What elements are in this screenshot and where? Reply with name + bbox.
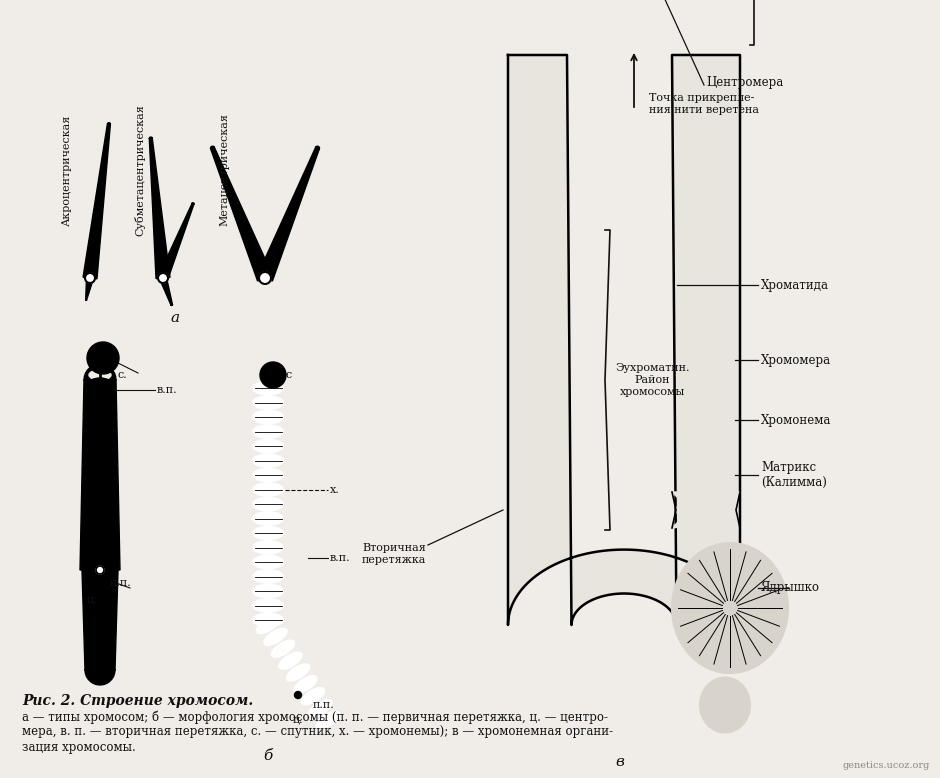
Ellipse shape (272, 640, 294, 657)
Text: в: в (616, 755, 624, 769)
Text: а — типы хромосом; б — морфология хромосомы (п. п. — первичная перетяжка, ц. — ц: а — типы хромосом; б — морфология хромос… (22, 710, 613, 754)
Text: Центромера: Центромера (706, 75, 783, 89)
Ellipse shape (253, 411, 283, 423)
Ellipse shape (279, 652, 302, 669)
Ellipse shape (253, 584, 283, 598)
Ellipse shape (253, 483, 283, 496)
Ellipse shape (302, 688, 324, 705)
Text: Вторичная
перетяжка: Вторичная перетяжка (362, 543, 426, 565)
Polygon shape (82, 570, 118, 685)
Circle shape (259, 272, 271, 284)
Text: п.п.: п.п. (313, 700, 335, 710)
Text: Хромонема: Хромонема (761, 413, 831, 426)
Polygon shape (508, 55, 740, 625)
Text: в.п.: в.п. (157, 385, 178, 395)
Circle shape (260, 362, 286, 388)
Polygon shape (160, 277, 172, 306)
Polygon shape (258, 146, 320, 281)
Text: а: а (170, 311, 180, 325)
Text: Точка прикрепле-
ния нити веретена: Точка прикрепле- ния нити веретена (649, 93, 759, 115)
Ellipse shape (253, 497, 283, 510)
Text: Субметацентрическая: Субметацентрическая (134, 104, 146, 236)
Polygon shape (149, 137, 170, 279)
Text: Рис. 2. Строение хромосом.: Рис. 2. Строение хромосом. (22, 694, 253, 708)
Circle shape (96, 566, 104, 574)
Text: Хромомера: Хромомера (761, 353, 831, 366)
Ellipse shape (700, 678, 750, 733)
Text: в.п.: в.п. (330, 553, 351, 563)
Text: Хроматида: Хроматида (761, 279, 829, 292)
Ellipse shape (287, 664, 309, 681)
Polygon shape (158, 203, 194, 280)
Ellipse shape (257, 617, 279, 633)
Polygon shape (672, 492, 740, 528)
Ellipse shape (89, 370, 111, 380)
Ellipse shape (253, 570, 283, 583)
Polygon shape (83, 123, 110, 279)
Ellipse shape (672, 543, 788, 673)
Ellipse shape (309, 699, 332, 717)
Circle shape (85, 273, 95, 283)
Ellipse shape (253, 454, 283, 467)
Ellipse shape (253, 555, 283, 569)
Ellipse shape (87, 378, 113, 392)
Ellipse shape (253, 541, 283, 554)
Circle shape (158, 273, 168, 283)
Text: Акроцентрическая: Акроцентрическая (62, 114, 72, 226)
Text: genetics.ucoz.org: genetics.ucoz.org (842, 761, 930, 770)
Polygon shape (211, 146, 273, 281)
Ellipse shape (253, 440, 283, 453)
Polygon shape (86, 278, 93, 300)
Ellipse shape (264, 629, 287, 645)
Text: Эухроматин.
Район
хромосомы: Эухроматин. Район хромосомы (615, 363, 690, 397)
Text: б: б (263, 749, 273, 763)
Text: с.: с. (118, 370, 128, 380)
Circle shape (294, 692, 302, 699)
Polygon shape (86, 240, 98, 279)
Ellipse shape (253, 425, 283, 438)
Text: Метацентрическая: Метацентрическая (219, 114, 229, 226)
Ellipse shape (253, 512, 283, 525)
Ellipse shape (253, 527, 283, 539)
Ellipse shape (253, 381, 283, 394)
Ellipse shape (253, 599, 283, 612)
Ellipse shape (253, 468, 283, 482)
Polygon shape (80, 364, 120, 570)
Ellipse shape (253, 614, 283, 626)
Ellipse shape (253, 396, 283, 409)
Text: с: с (286, 370, 292, 380)
Text: Матрикс
(Калимма): Матрикс (Калимма) (761, 461, 827, 489)
Text: ц.: ц. (292, 715, 304, 725)
Text: п.п.: п.п. (110, 578, 132, 588)
Text: х.: х. (330, 485, 339, 495)
Ellipse shape (317, 712, 339, 728)
Ellipse shape (294, 676, 317, 692)
Text: ц.: ц. (86, 594, 98, 604)
Circle shape (87, 342, 119, 374)
Text: Ядрышко: Ядрышко (761, 581, 820, 594)
